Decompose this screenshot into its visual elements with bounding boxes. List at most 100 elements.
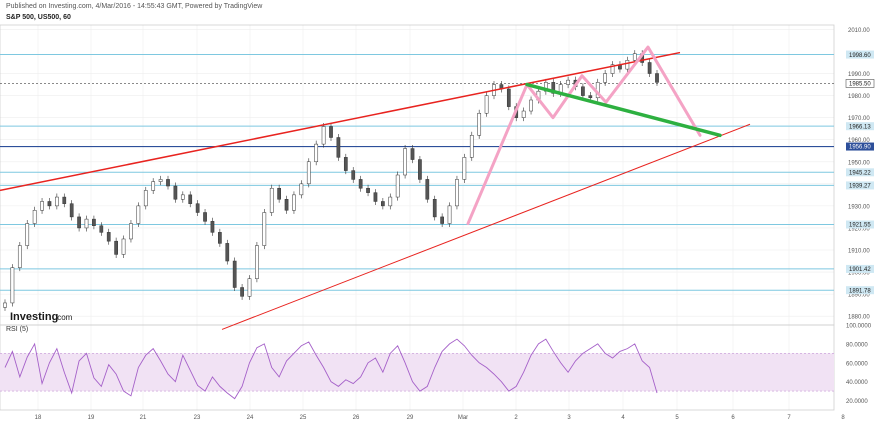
time-tick-label: 3 — [567, 415, 571, 421]
candle-body — [425, 179, 430, 200]
candle-body — [40, 201, 44, 211]
price-pane-border — [0, 24, 835, 326]
price-tick-label: 1890.00 — [848, 293, 870, 299]
price-tag-label: 1901.42 — [849, 267, 871, 273]
time-tick-label: 8 — [841, 415, 845, 421]
candle-body — [388, 196, 393, 207]
candle-body — [84, 218, 89, 229]
candle-body — [262, 212, 267, 246]
time-tick-label: 24 — [247, 415, 254, 421]
rsi-tick-label: 100.0000 — [846, 324, 872, 330]
candle-body — [603, 73, 607, 83]
price-tag-label: 1921.55 — [849, 223, 871, 229]
candle-body — [284, 199, 289, 211]
candle-body — [655, 73, 659, 83]
price-tick-label: 1910.00 — [848, 249, 870, 255]
candle-body — [610, 64, 615, 74]
candle-body — [521, 110, 526, 118]
rsi-tick-label: 20.0000 — [846, 399, 868, 405]
candle-body — [551, 82, 556, 94]
candle-body — [188, 194, 193, 204]
candle-body — [232, 260, 237, 288]
price-tag-label: 1945.22 — [849, 171, 871, 177]
price-tag-box — [846, 168, 874, 177]
candle-body — [403, 148, 407, 176]
candle-body — [32, 210, 37, 224]
time-tick-label: 29 — [407, 415, 414, 421]
candle-body — [143, 190, 148, 207]
time-tick-label: 18 — [35, 415, 42, 421]
candle-body — [269, 187, 274, 213]
candle-body — [336, 137, 341, 158]
time-tick-label: 23 — [194, 415, 201, 421]
candle-body — [292, 194, 296, 211]
price-tag-label: 1998.60 — [849, 53, 871, 59]
rsi-line — [4, 338, 658, 400]
candle-body — [647, 62, 652, 74]
candle-body — [447, 205, 452, 224]
candle-body — [3, 302, 7, 308]
candle-body — [166, 179, 170, 187]
candle-body — [588, 95, 593, 99]
candle-body — [455, 179, 459, 207]
candle-body — [92, 218, 96, 226]
price-tag-label: 1985.50 — [849, 82, 871, 88]
candle-body — [314, 143, 319, 163]
candle-body — [506, 88, 511, 107]
time-tick-label: 7 — [787, 415, 791, 421]
candle-body — [69, 203, 74, 218]
price-tag-box — [846, 181, 874, 190]
time-axis: 18 19 21 23 24 25 26 29 Mar 2 3 4 5 6 7 8 — [35, 415, 846, 421]
time-tick-label: 5 — [675, 415, 679, 421]
logo-brand: Investing — [10, 311, 58, 323]
annotation-lines — [0, 45, 751, 330]
candle-body — [136, 205, 141, 224]
price-tag-label: 1956.90 — [849, 145, 871, 151]
candle-body — [381, 201, 385, 207]
candle-body — [195, 203, 200, 213]
rsi-band-area — [0, 353, 834, 392]
time-tick-label: Mar — [458, 415, 468, 421]
candle-body — [477, 112, 482, 136]
price-tick-label: 1960.00 — [848, 138, 870, 144]
price-tick-label: 1920.00 — [848, 226, 870, 232]
candle-body — [632, 53, 637, 61]
candle-body — [306, 161, 311, 185]
rsi-label: RSI (5) — [6, 326, 28, 333]
candle-body — [351, 170, 356, 180]
candle-body — [129, 223, 133, 240]
price-tag-box — [846, 264, 874, 273]
candles-group — [3, 50, 659, 311]
candle-body — [299, 183, 304, 196]
candle-body — [17, 245, 22, 268]
candle-body — [218, 232, 222, 244]
published-caption: Published on Investing.com, 4/Mar/2016 -… — [6, 3, 263, 10]
candle-body — [329, 126, 333, 138]
candle-body — [255, 245, 259, 279]
price-tick-label: 1950.00 — [848, 160, 870, 166]
time-tick-label: 21 — [140, 415, 147, 421]
price-tick-label: 1880.00 — [848, 315, 870, 321]
candle-body — [529, 99, 533, 112]
candle-body — [625, 60, 630, 70]
price-tick-label: 1900.00 — [848, 271, 870, 277]
upper-trendline — [0, 51, 681, 192]
time-tick-label: 2 — [514, 415, 518, 421]
candle-body — [440, 216, 444, 224]
neckline — [525, 82, 722, 138]
candle-body — [484, 95, 489, 114]
candle-body — [99, 225, 104, 233]
candle-body — [247, 278, 252, 297]
candle-body — [395, 174, 400, 198]
price-tag-box — [846, 122, 874, 131]
candle-body — [366, 187, 370, 193]
candle-body — [10, 267, 15, 304]
candle-body — [47, 201, 52, 207]
candle-body — [566, 79, 570, 85]
candle-body — [25, 223, 30, 246]
candle-body — [432, 199, 437, 218]
candle-body — [469, 135, 474, 158]
candle-body — [277, 187, 281, 200]
horizontal-levels — [0, 54, 834, 291]
